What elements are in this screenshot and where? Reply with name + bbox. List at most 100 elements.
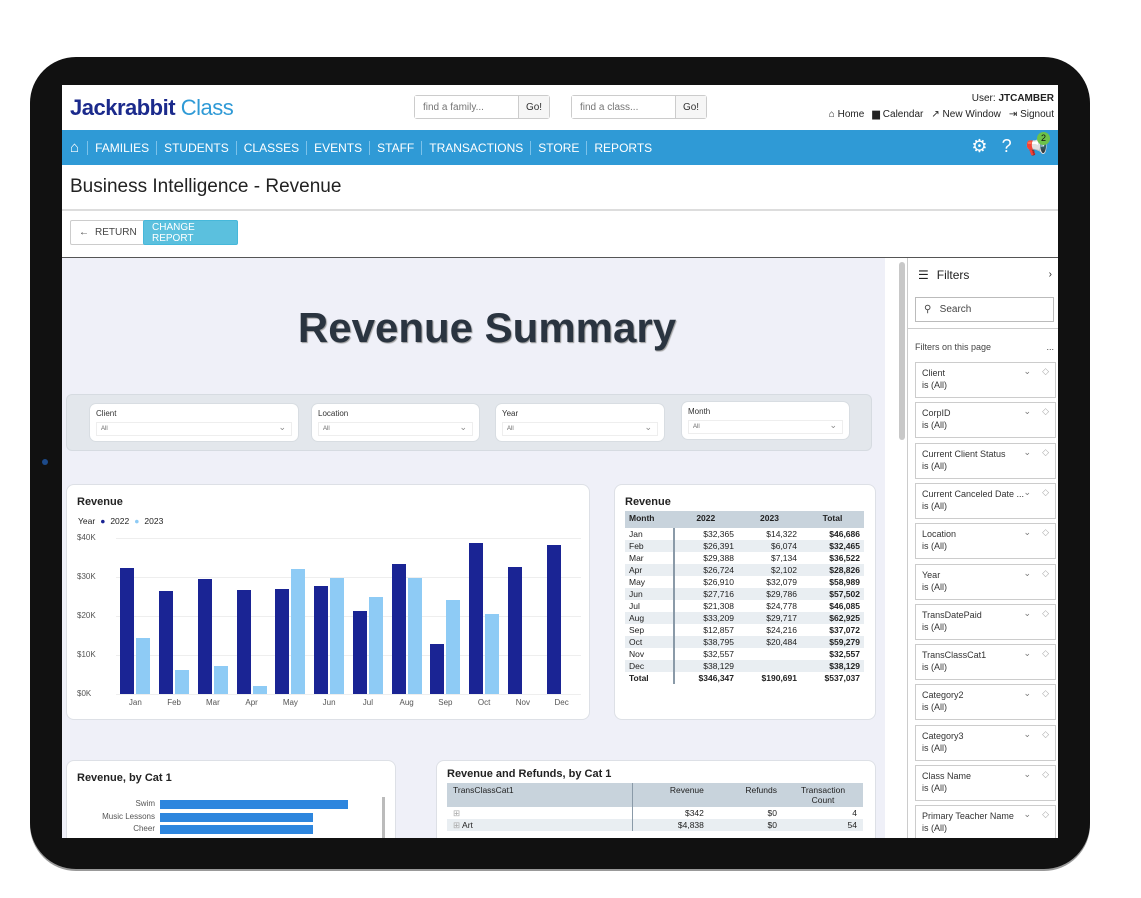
bar-2022-mar[interactable] bbox=[197, 579, 212, 694]
filter-card[interactable]: Year is (All) ⌄ ◇ bbox=[915, 563, 1056, 600]
bar-2023-may[interactable] bbox=[291, 568, 306, 694]
cat1-bar-cheer[interactable] bbox=[160, 825, 313, 834]
nav-classes[interactable]: CLASSES bbox=[235, 140, 306, 155]
bar-2023-feb[interactable] bbox=[175, 670, 190, 694]
filter-card[interactable]: TransDatePaid is (All) ⌄ ◇ bbox=[915, 603, 1056, 640]
filter-card[interactable]: Category2 is (All) ⌄ ◇ bbox=[915, 684, 1056, 721]
bar-2022-may[interactable] bbox=[275, 589, 290, 694]
bar-2022-aug[interactable] bbox=[391, 564, 406, 694]
bar-2023-sep[interactable] bbox=[446, 599, 461, 694]
slicer-location[interactable]: Location All bbox=[311, 403, 480, 442]
chevron-down-icon[interactable]: ⌄ bbox=[1023, 769, 1031, 779]
filter-card[interactable]: CorpID is (All) ⌄ ◇ bbox=[915, 402, 1056, 439]
filter-card[interactable]: Primary Teacher Name is (All) ⌄ ◇ bbox=[915, 805, 1056, 838]
chevron-down-icon[interactable]: ⌄ bbox=[1023, 567, 1031, 578]
collapse-chevron-icon[interactable]: › bbox=[1048, 269, 1052, 280]
eraser-icon[interactable]: ◇ bbox=[1042, 366, 1049, 376]
chevron-down-icon[interactable]: ⌄ bbox=[1023, 486, 1031, 497]
column-header[interactable]: Refunds bbox=[709, 783, 783, 807]
chevron-down-icon[interactable]: ⌄ bbox=[1023, 688, 1031, 699]
filter-card[interactable]: TransClassCat1 is (All) ⌄ ◇ bbox=[915, 644, 1056, 681]
change-report-button[interactable]: CHANGE REPORT bbox=[143, 220, 238, 245]
eraser-icon[interactable]: ◇ bbox=[1042, 567, 1049, 578]
cat1-bar-swim[interactable] bbox=[160, 800, 348, 809]
more-options-icon[interactable]: ... bbox=[1046, 342, 1054, 352]
expand-icon[interactable]: ⊞ bbox=[453, 820, 461, 830]
column-header[interactable]: Month bbox=[625, 511, 674, 528]
bar-2023-aug[interactable] bbox=[407, 578, 422, 694]
slicer-year[interactable]: Year All bbox=[495, 403, 665, 442]
eraser-icon[interactable]: ◇ bbox=[1042, 769, 1049, 779]
eraser-icon[interactable]: ◇ bbox=[1042, 406, 1049, 417]
chevron-down-icon[interactable]: ⌄ bbox=[1023, 366, 1031, 376]
column-header[interactable]: TransClassCat1 bbox=[447, 783, 633, 807]
slicer-dropdown[interactable]: All bbox=[502, 422, 658, 436]
eraser-icon[interactable]: ◇ bbox=[1042, 648, 1049, 659]
logo[interactable]: Jackrabbit Class bbox=[70, 95, 234, 120]
eraser-icon[interactable]: ◇ bbox=[1042, 607, 1049, 618]
scrollbar[interactable] bbox=[382, 797, 385, 838]
eraser-icon[interactable]: ◇ bbox=[1042, 728, 1049, 739]
eraser-icon[interactable]: ◇ bbox=[1042, 446, 1049, 457]
calendar-link[interactable]: ▆ Calendar bbox=[872, 109, 924, 120]
nav-reports[interactable]: REPORTS bbox=[586, 140, 659, 155]
family-search-input[interactable] bbox=[415, 96, 519, 118]
report-scrollbar[interactable] bbox=[899, 262, 905, 440]
nav-families[interactable]: FAMILIES bbox=[87, 140, 156, 155]
bar-2022-jan[interactable] bbox=[120, 567, 135, 694]
filter-card[interactable]: Location is (All) ⌄ ◇ bbox=[915, 523, 1056, 560]
home-link[interactable]: ⌂ Home bbox=[828, 109, 865, 120]
nav-events[interactable]: EVENTS bbox=[306, 140, 369, 155]
bar-2022-sep[interactable] bbox=[430, 643, 445, 694]
chevron-down-icon[interactable]: ⌄ bbox=[1023, 607, 1031, 618]
nav-students[interactable]: STUDENTS bbox=[156, 140, 236, 155]
eraser-icon[interactable]: ◇ bbox=[1042, 527, 1049, 538]
slicer-dropdown[interactable]: All bbox=[318, 422, 473, 436]
filter-card[interactable]: Client is (All) ⌄ ◇ bbox=[915, 362, 1056, 398]
chevron-down-icon[interactable]: ⌄ bbox=[1023, 406, 1031, 417]
chevron-down-icon[interactable]: ⌄ bbox=[1023, 527, 1031, 538]
column-header[interactable]: 2023 bbox=[738, 511, 801, 528]
home-icon[interactable]: ⌂ bbox=[70, 139, 80, 156]
chevron-down-icon[interactable]: ⌄ bbox=[1023, 446, 1031, 457]
filter-card[interactable]: Class Name is (All) ⌄ ◇ bbox=[915, 765, 1056, 801]
bar-2022-feb[interactable] bbox=[159, 591, 174, 694]
nav-staff[interactable]: STAFF bbox=[369, 140, 421, 155]
class-search-go-button[interactable]: Go! bbox=[676, 96, 706, 118]
filter-card[interactable]: Current Canceled Date ... is (All) ⌄ ◇ bbox=[915, 482, 1056, 519]
filter-card[interactable]: Current Client Status is (All) ⌄ ◇ bbox=[915, 442, 1056, 479]
class-search-input[interactable] bbox=[572, 96, 676, 118]
eraser-icon[interactable]: ◇ bbox=[1042, 809, 1049, 820]
cat1-bar-music-lessons[interactable] bbox=[160, 812, 313, 822]
family-search-go-button[interactable]: Go! bbox=[519, 96, 549, 118]
column-header[interactable]: Transaction Count bbox=[783, 783, 863, 807]
nav-transactions[interactable]: TRANSACTIONS bbox=[421, 140, 530, 155]
nav-store[interactable]: STORE bbox=[530, 140, 586, 155]
bar-2023-jul[interactable] bbox=[368, 597, 383, 694]
bar-2022-oct[interactable] bbox=[469, 542, 484, 694]
new-window-link[interactable]: ↗ New Window bbox=[931, 109, 1001, 120]
filter-card[interactable]: Category3 is (All) ⌄ ◇ bbox=[915, 724, 1056, 761]
cat1-bar-ballet[interactable] bbox=[160, 837, 298, 838]
bar-2022-nov[interactable] bbox=[507, 567, 522, 694]
megaphone-icon[interactable]: 📢 2 bbox=[1025, 132, 1050, 156]
signout-link[interactable]: ⇥ Signout bbox=[1008, 109, 1054, 120]
return-button[interactable]: ← RETURN bbox=[70, 220, 146, 245]
chevron-down-icon[interactable]: ⌄ bbox=[1023, 728, 1031, 739]
bar-2022-apr[interactable] bbox=[236, 589, 251, 694]
expand-icon[interactable]: ⊞ bbox=[453, 808, 461, 818]
eraser-icon[interactable]: ◇ bbox=[1042, 486, 1049, 497]
filters-search-input[interactable]: ⚲ Search bbox=[915, 297, 1054, 322]
bar-2023-jun[interactable] bbox=[330, 577, 345, 694]
eraser-icon[interactable]: ◇ bbox=[1042, 688, 1049, 699]
bar-2022-jul[interactable] bbox=[352, 610, 367, 694]
column-header[interactable]: Total bbox=[800, 511, 864, 528]
bar-2022-dec[interactable] bbox=[546, 545, 561, 694]
bar-2023-apr[interactable] bbox=[252, 685, 267, 694]
chevron-down-icon[interactable]: ⌄ bbox=[1023, 809, 1031, 820]
slicer-month[interactable]: Month All bbox=[681, 401, 850, 440]
gear-icon[interactable]: ⚙ bbox=[971, 136, 988, 156]
column-header[interactable]: Revenue bbox=[632, 783, 710, 807]
bar-2022-jun[interactable] bbox=[314, 585, 329, 694]
bar-2023-jan[interactable] bbox=[136, 638, 151, 694]
